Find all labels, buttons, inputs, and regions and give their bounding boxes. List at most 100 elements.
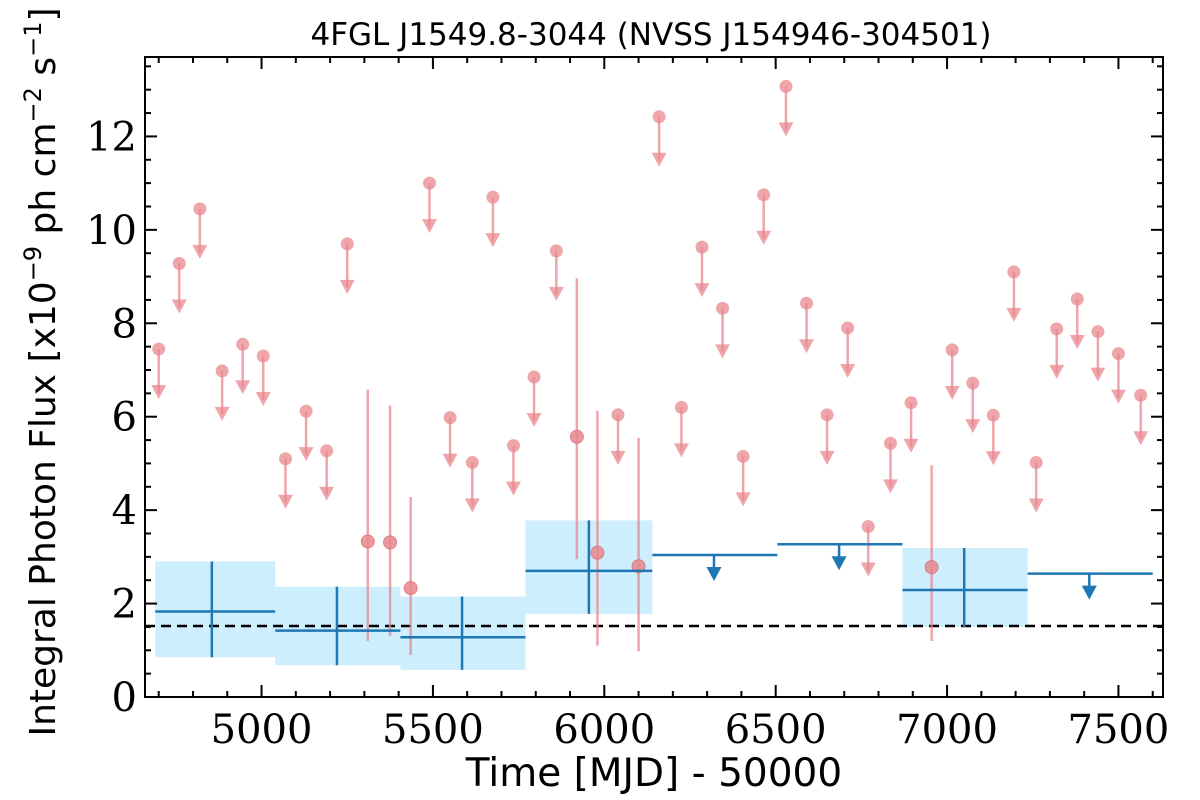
y-tick-label: 2 <box>112 582 137 628</box>
short-bin-ul-point <box>966 376 980 390</box>
long-bin-band <box>155 561 276 658</box>
short-bin-ul-arrow <box>735 492 751 507</box>
short-bin-ul-point <box>486 190 500 204</box>
short-bin-ul-arrow <box>1090 367 1106 382</box>
short-bin-ul-point <box>945 343 959 357</box>
short-bin-ul-arrow <box>715 344 731 359</box>
short-bin-ul-arrow <box>421 219 437 234</box>
short-bin-ul-point <box>674 400 688 414</box>
short-bin-ul-arrow <box>1110 389 1126 404</box>
short-bin-ul-arrow <box>505 481 521 496</box>
y-tick-label: 10 <box>86 208 137 254</box>
y-tick-label: 6 <box>112 395 137 441</box>
long-bin-ul-arrow <box>831 556 847 571</box>
short-bin-ul-point <box>1111 347 1125 361</box>
short-bin-ul-point <box>506 439 520 453</box>
short-bin-ul-point <box>904 396 918 410</box>
short-bin-ul-arrow <box>903 438 919 453</box>
short-bin-ul-point <box>652 110 666 124</box>
short-bin-point <box>360 534 375 549</box>
short-bin-ul-point <box>549 244 563 258</box>
short-bin-ul-point <box>256 349 270 363</box>
long-bin-ul-arrow <box>1081 585 1097 600</box>
short-bin-ul-arrow <box>1028 498 1044 513</box>
x-tick-label: 6500 <box>725 707 827 753</box>
short-bin-ul-point <box>800 296 814 310</box>
short-bin-ul-arrow <box>1133 431 1149 446</box>
short-bin-ul-point <box>611 408 625 422</box>
short-bin-ul-point <box>716 301 730 315</box>
short-bin-ul-arrow <box>985 451 1001 466</box>
y-axis-label-exp1: −9 <box>19 246 47 281</box>
short-bin-ul-point <box>779 79 793 93</box>
short-bin-ul-arrow <box>255 391 271 406</box>
short-bin-ul-arrow <box>1049 364 1065 379</box>
short-bin-ul-arrow <box>151 384 167 399</box>
short-bin-ul-point <box>320 444 334 458</box>
short-bin-ul-arrow <box>860 562 876 577</box>
short-bin-ul-point <box>443 411 457 425</box>
short-bin-ul-arrow <box>673 443 689 458</box>
short-bin-ul-point <box>465 455 479 469</box>
x-axis-label: Time [MJD] - 50000 <box>465 751 842 796</box>
short-bin-ul-point <box>340 237 354 251</box>
short-bin-ul-point <box>236 337 250 351</box>
short-bin-ul-point <box>1091 325 1105 339</box>
short-bin-ul-arrow <box>819 450 835 465</box>
y-tick-label: 8 <box>112 301 137 347</box>
short-bin-ul-point <box>986 408 1000 422</box>
short-bin-ul-point <box>527 370 541 384</box>
short-bin-ul-point <box>215 364 229 378</box>
short-bin-ul-arrow <box>778 122 794 137</box>
short-bin-point <box>403 581 418 596</box>
short-bin-ul-arrow <box>610 450 626 465</box>
short-bin-ul-point <box>172 256 186 270</box>
short-bin-ul-arrow <box>235 380 251 395</box>
y-axis-label-end: ] <box>23 7 64 21</box>
short-bin-ul-arrow <box>651 152 667 167</box>
short-bin-ul-arrow <box>171 299 187 314</box>
short-bin-ul-point <box>1029 455 1043 469</box>
short-bin-ul-point <box>299 404 313 418</box>
short-bin-point <box>631 559 646 574</box>
plot-area: 5000 5500 6000 6500 7000 7500 0 2 4 6 8 10 12 <box>86 56 1170 753</box>
short-bin-ul-arrow <box>442 453 458 468</box>
y-axis-label-exp3: −1 <box>19 22 47 57</box>
short-bin-ul-arrow <box>464 498 480 513</box>
short-bin-ul-point <box>757 188 771 202</box>
short-bin-ul-arrow <box>944 385 960 400</box>
short-bin-ul-arrow <box>548 286 564 301</box>
short-bin-ul-arrow <box>883 479 899 494</box>
short-bin-ul-arrow <box>965 419 981 434</box>
short-bin-ul-arrow <box>192 244 208 259</box>
x-tick-label: 7500 <box>1068 707 1170 753</box>
short-bin-ul-arrow <box>694 283 710 298</box>
y-axis-label: Integral Photon Flux [x10−9 ph cm−2 s−1] <box>19 7 64 736</box>
short-bin-ul-point <box>736 449 750 463</box>
x-tick-label: 7000 <box>896 707 998 753</box>
short-bin-point <box>569 429 584 444</box>
y-axis-label-main: Integral Photon Flux [x10 <box>23 281 64 736</box>
short-bin-ul-arrow <box>298 447 314 462</box>
short-bin-ul-point <box>1134 388 1148 402</box>
short-bin-ul-arrow <box>214 406 230 421</box>
short-bin-ul-arrow <box>319 486 335 501</box>
short-bin-ul-point <box>1070 292 1084 306</box>
short-bin-ul-point <box>695 240 709 254</box>
short-bin-ul-arrow <box>339 279 355 294</box>
y-axis-label-mid: ph cm <box>23 122 64 245</box>
y-tick-label: 12 <box>86 114 137 160</box>
short-bin-ul-arrow <box>840 363 856 378</box>
short-bin-ul-arrow <box>526 413 542 427</box>
short-bin-ul-arrow <box>1006 307 1022 322</box>
short-bin-ul-arrow <box>756 230 772 245</box>
y-axis-label-exp2: −2 <box>19 87 47 122</box>
short-bin-ul-arrow <box>1069 334 1085 349</box>
chart-title: 4FGL J1549.8-3044 (NVSS J154946-304501) <box>310 17 991 53</box>
y-axis-label-mid2: s <box>23 57 64 87</box>
short-bin-ul-arrow <box>278 494 294 509</box>
short-bin-ul-point <box>193 202 207 216</box>
long-bin-ul-arrow <box>706 566 722 581</box>
short-bin-ul-point <box>279 452 293 466</box>
